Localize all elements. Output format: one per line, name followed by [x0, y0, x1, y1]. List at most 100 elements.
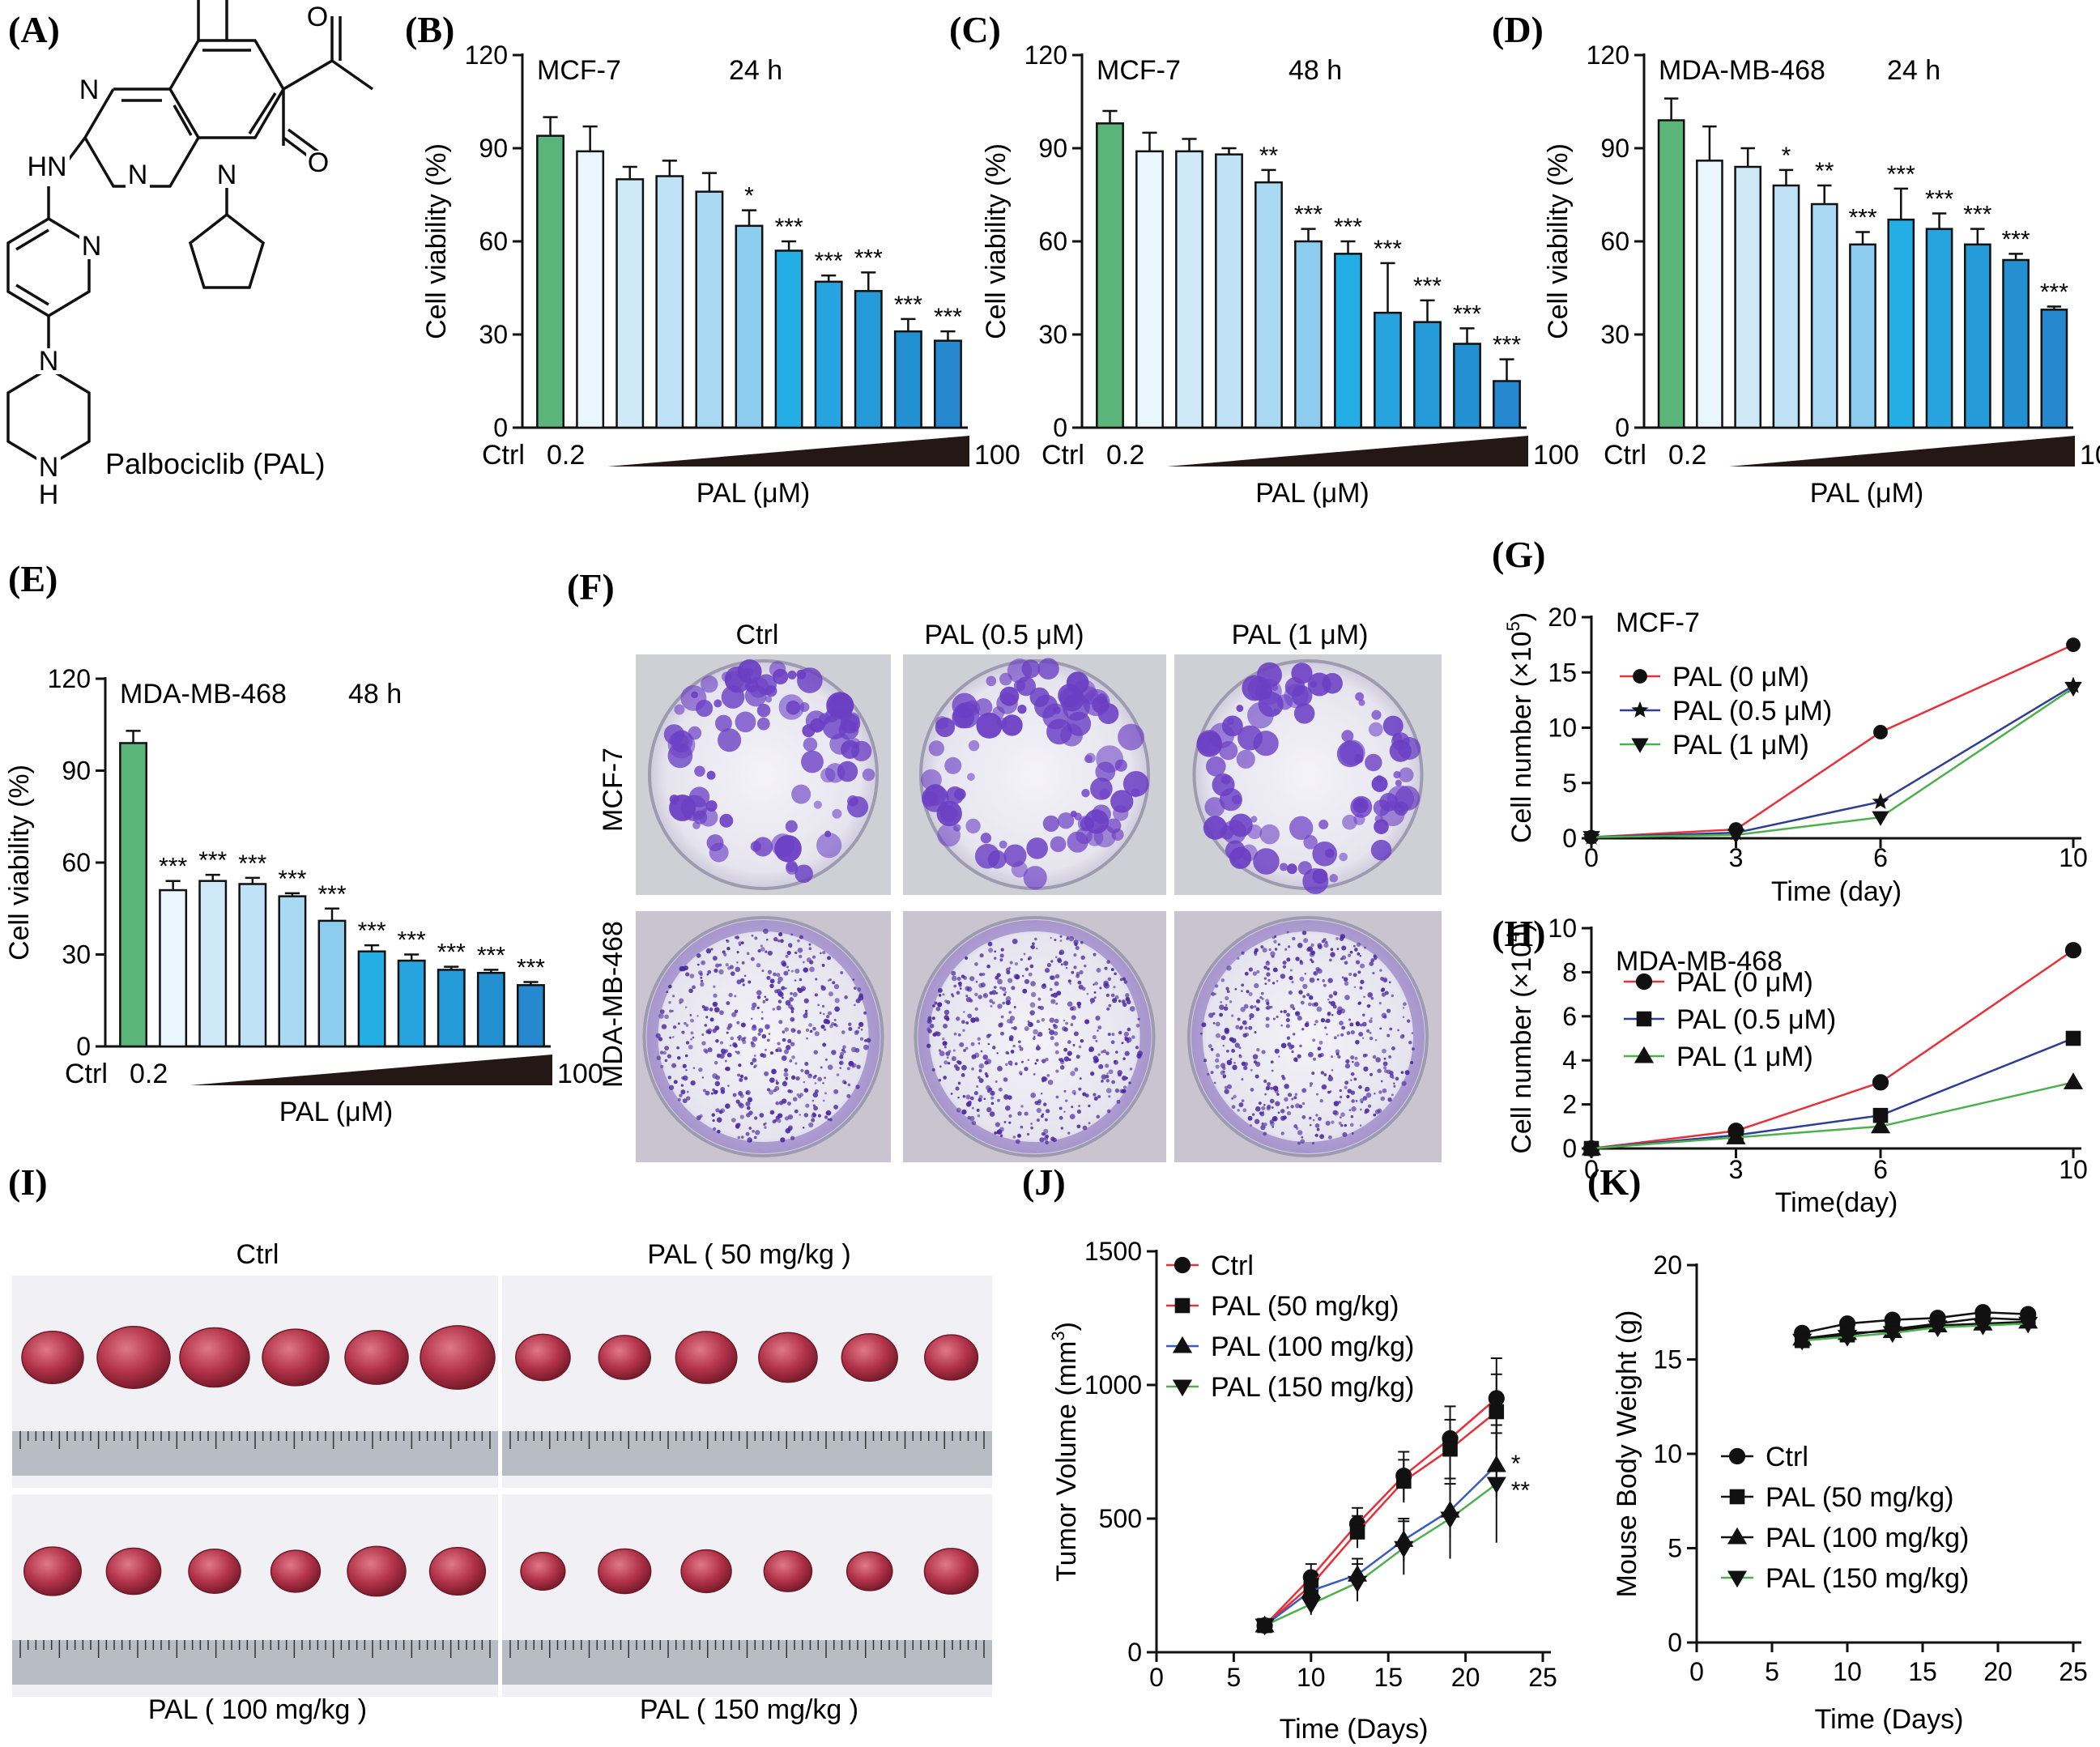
colony — [1050, 1136, 1055, 1141]
panel-label-b: (B) — [405, 9, 454, 50]
colony — [1242, 1108, 1247, 1113]
colony — [1359, 954, 1361, 957]
colony — [1315, 966, 1320, 972]
colony — [1196, 731, 1223, 757]
colony — [976, 1085, 979, 1088]
colony — [934, 1001, 938, 1005]
colony — [1102, 1049, 1107, 1054]
colony — [778, 694, 805, 720]
colony — [974, 962, 978, 966]
colony — [737, 1073, 741, 1077]
colony — [1327, 1135, 1332, 1140]
colony — [679, 965, 685, 972]
colony — [1284, 1097, 1289, 1102]
significance-label: *** — [1887, 161, 1915, 188]
colony — [1097, 1029, 1099, 1032]
colony — [860, 1037, 864, 1041]
colony — [1358, 1031, 1364, 1037]
colony — [1079, 1077, 1082, 1080]
colony — [980, 833, 992, 844]
colony — [748, 980, 752, 984]
colony — [990, 1101, 995, 1106]
colony — [1210, 1047, 1214, 1051]
colony — [1110, 993, 1115, 998]
colony — [1078, 1105, 1081, 1107]
colony — [1053, 1031, 1059, 1036]
colony — [803, 1080, 805, 1084]
colony — [1066, 937, 1069, 941]
significance-label: *** — [1374, 236, 1402, 262]
colony — [998, 1022, 1003, 1028]
colony — [1076, 1055, 1080, 1059]
significance-label: *** — [1493, 332, 1521, 359]
colony — [971, 1067, 974, 1071]
colony — [853, 986, 857, 990]
colony — [1059, 1058, 1064, 1063]
bar — [317, 919, 347, 1048]
colony — [1226, 965, 1232, 971]
bar — [517, 984, 545, 1048]
colony — [1323, 938, 1327, 941]
colony — [1304, 973, 1307, 975]
colony — [1233, 1061, 1236, 1064]
legend-marker — [1729, 1489, 1745, 1505]
data-point — [1726, 1127, 1746, 1144]
atom-n4: N — [82, 231, 102, 262]
colony — [764, 1126, 767, 1129]
colony — [746, 1106, 751, 1110]
colony — [997, 1065, 1003, 1072]
colony — [1298, 990, 1303, 995]
colony — [1105, 1051, 1110, 1055]
y-axis-title: Cell viability (%) — [421, 143, 452, 339]
y-tick-label: 30 — [1600, 320, 1629, 349]
colony — [1295, 957, 1300, 961]
colony — [774, 1119, 777, 1123]
colony — [1340, 1116, 1342, 1119]
colony — [1012, 938, 1018, 944]
colony — [748, 1110, 753, 1115]
colony — [1368, 1004, 1371, 1008]
colony — [1005, 996, 1012, 1002]
colony — [750, 1017, 753, 1021]
colony — [736, 951, 739, 954]
colony — [787, 969, 790, 972]
colony — [777, 999, 782, 1003]
colony — [1014, 961, 1019, 966]
colony — [751, 1042, 756, 1048]
legend-marker — [1174, 1256, 1191, 1274]
colony — [1254, 950, 1258, 954]
colony — [1125, 1076, 1128, 1080]
colony — [1322, 979, 1326, 982]
y-tick-label: 30 — [62, 940, 91, 969]
colony — [1398, 737, 1421, 761]
colony — [1212, 1021, 1216, 1025]
y-tick-label: 0 — [76, 1032, 91, 1061]
x-tick-label: 15 — [1908, 1657, 1937, 1686]
colony — [1343, 977, 1348, 982]
colony — [1255, 999, 1261, 1003]
y-tick-label: 20 — [1653, 1251, 1682, 1280]
colony — [731, 1118, 736, 1123]
colony — [951, 1056, 956, 1062]
colony — [782, 996, 784, 999]
colony — [1021, 659, 1041, 679]
colony — [802, 961, 805, 964]
colony — [1344, 1123, 1347, 1127]
colony — [787, 1125, 793, 1131]
colony — [1019, 1046, 1024, 1051]
colony — [1044, 968, 1050, 974]
chart-subtitle: 24 h — [1887, 55, 1940, 86]
colony — [769, 1110, 775, 1115]
colony — [789, 1059, 793, 1063]
colony — [694, 765, 705, 777]
colony — [1003, 1094, 1009, 1100]
chart-subtitle: 24 h — [729, 55, 782, 86]
colony — [1091, 804, 1111, 824]
legend-label: PAL (50 mg/kg) — [1766, 1482, 1953, 1513]
colony — [958, 981, 962, 986]
colony — [784, 1027, 789, 1032]
colony — [1009, 961, 1013, 965]
colony — [1070, 1071, 1076, 1076]
colony — [791, 1055, 795, 1059]
